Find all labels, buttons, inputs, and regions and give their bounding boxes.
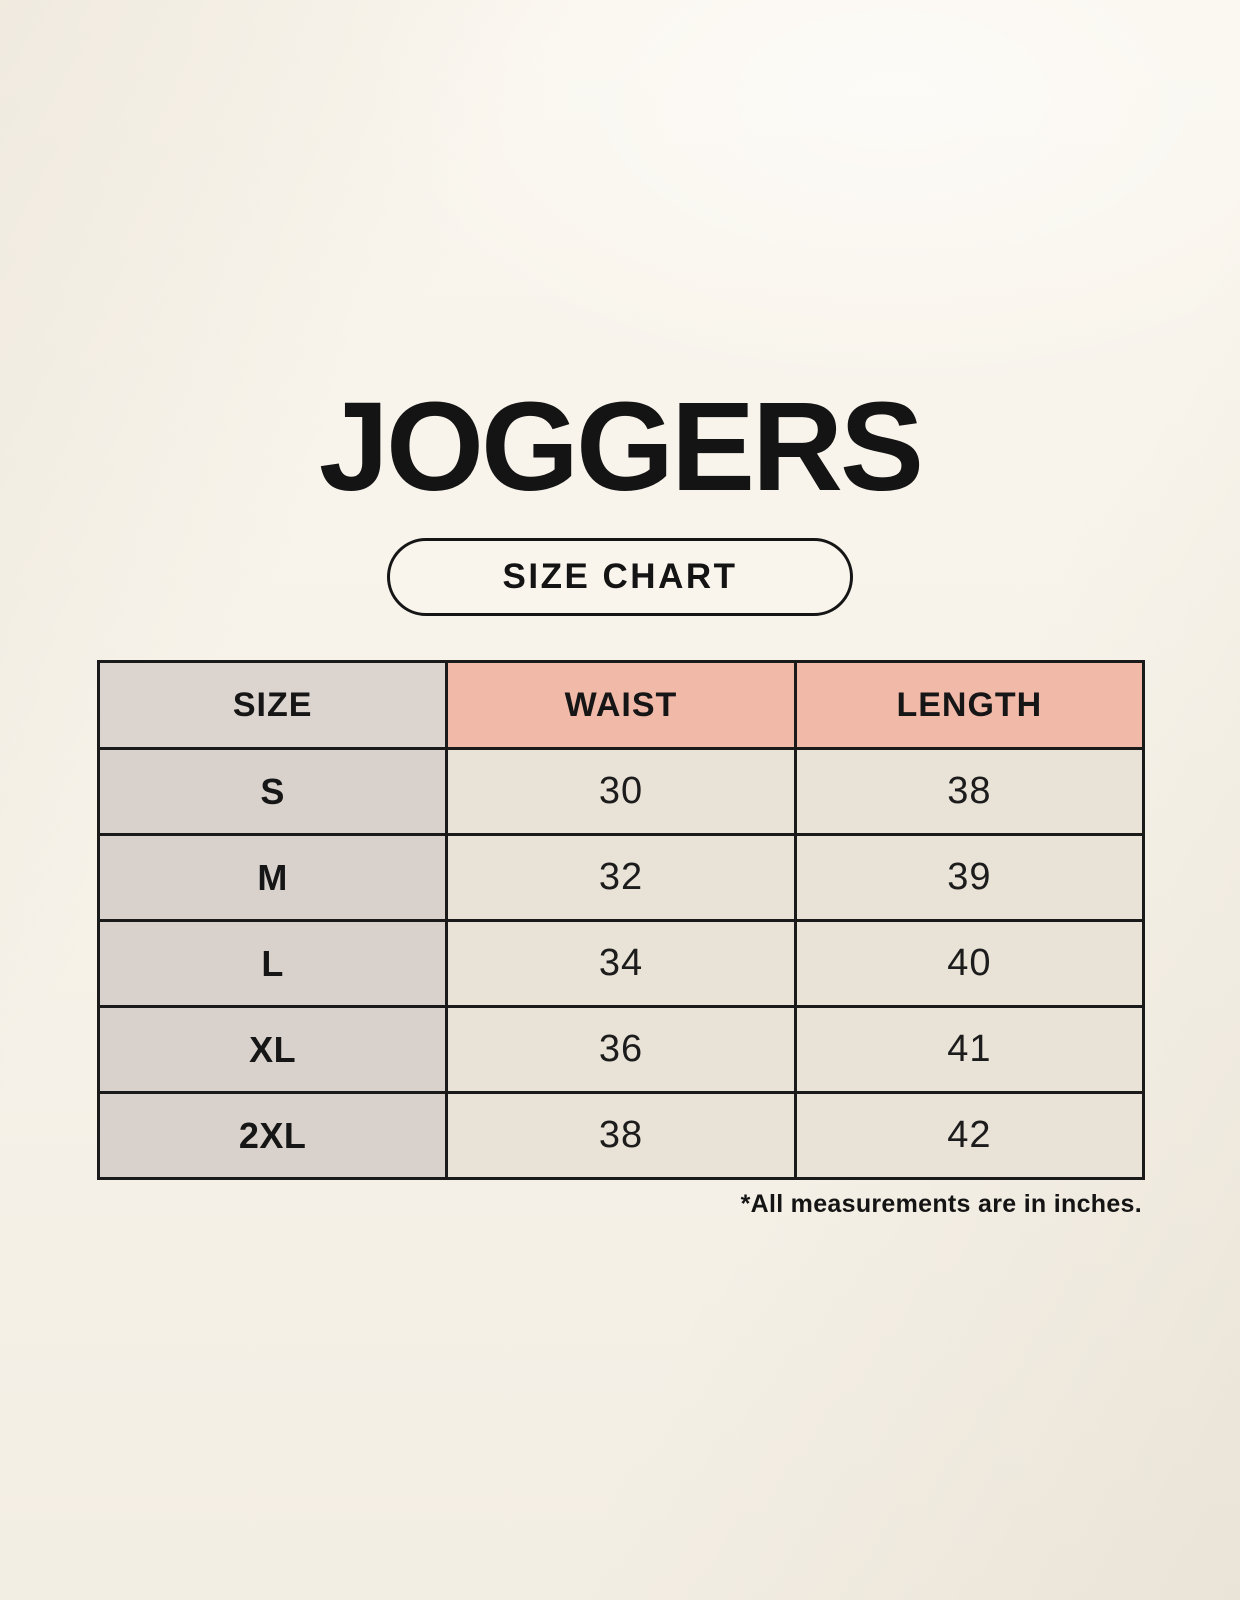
length-value: 42	[793, 1091, 1146, 1180]
waist-value: 38	[445, 1091, 797, 1180]
length-value: 38	[793, 747, 1146, 836]
length-value: 41	[793, 1005, 1146, 1094]
length-value: 40	[793, 919, 1146, 1008]
column-header-waist: WAIST	[445, 660, 797, 750]
waist-value: 32	[445, 833, 797, 922]
waist-value: 34	[445, 919, 797, 1008]
measurements-footnote: *All measurements are in inches.	[740, 1190, 1142, 1218]
column-header-size: SIZE	[96, 660, 449, 750]
length-value: 39	[793, 833, 1146, 922]
size-chart-badge-label: SIZE CHART	[502, 557, 738, 596]
table-row-2xl: 2XL 38 42	[96, 1091, 1146, 1180]
page-title: JOGGERS	[318, 376, 924, 517]
size-label: S	[96, 747, 449, 836]
table-row-xl: XL 36 41	[96, 1005, 1146, 1094]
size-label: L	[96, 919, 449, 1008]
size-label: XL	[96, 1005, 449, 1094]
size-label: M	[96, 833, 449, 922]
table-row-l: L 34 40	[96, 919, 1146, 1008]
size-label: 2XL	[96, 1091, 449, 1180]
waist-value: 30	[445, 747, 797, 836]
table-row-m: M 32 39	[96, 833, 1146, 922]
column-header-length: LENGTH	[793, 660, 1146, 750]
size-chart-badge[interactable]: SIZE CHART	[387, 538, 853, 616]
table-header-row: SIZE WAIST LENGTH	[96, 660, 1146, 750]
waist-value: 36	[445, 1005, 797, 1094]
size-chart-table: SIZE WAIST LENGTH S 30 38 M 32 39 L 34 4…	[96, 660, 1146, 1180]
table-row-s: S 30 38	[96, 747, 1146, 836]
